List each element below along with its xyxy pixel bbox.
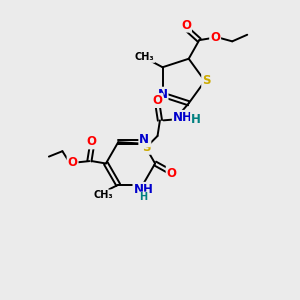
Text: O: O — [210, 31, 220, 44]
Text: N: N — [139, 133, 149, 146]
Text: S: S — [202, 74, 211, 88]
Text: NH: NH — [134, 183, 153, 196]
Text: H: H — [191, 113, 201, 126]
Text: NH: NH — [173, 111, 193, 124]
Text: H: H — [139, 192, 148, 203]
Text: N: N — [158, 88, 168, 101]
Text: S: S — [142, 141, 150, 154]
Text: O: O — [152, 94, 163, 107]
Text: O: O — [181, 19, 191, 32]
Text: O: O — [68, 156, 78, 169]
Text: O: O — [87, 135, 97, 148]
Text: CH₃: CH₃ — [135, 52, 155, 62]
Text: O: O — [167, 167, 177, 180]
Text: CH₃: CH₃ — [93, 190, 113, 200]
